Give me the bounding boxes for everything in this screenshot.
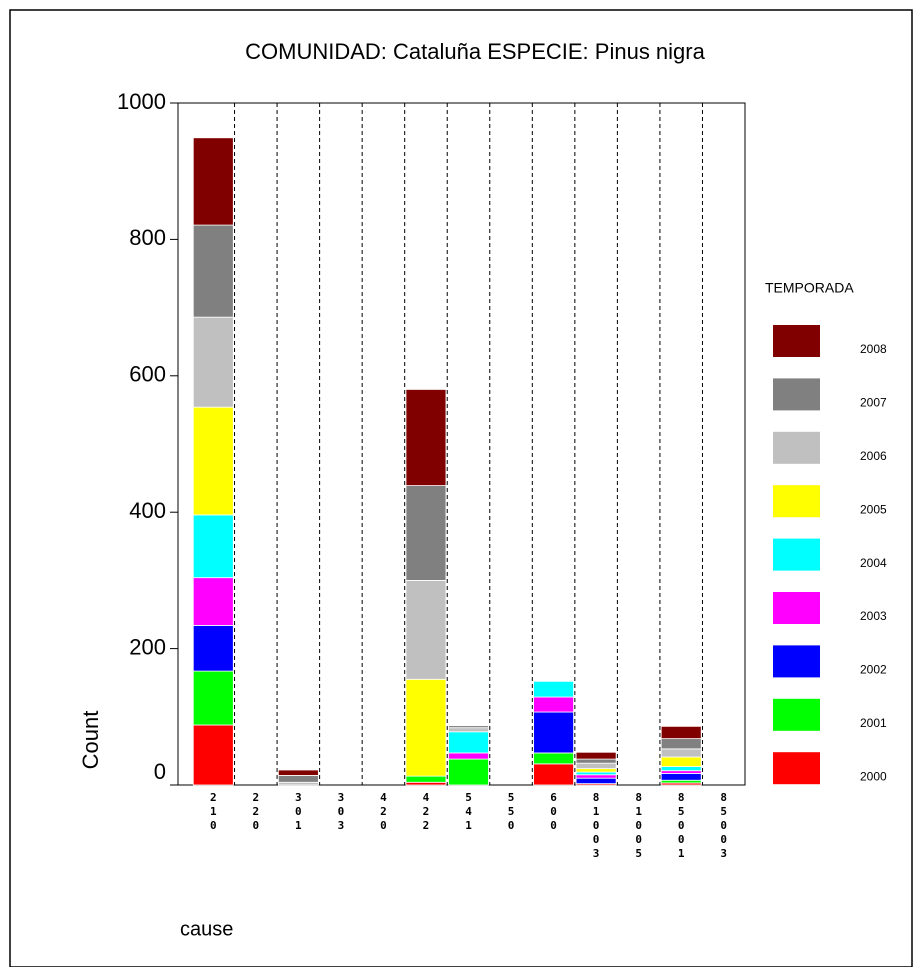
bar-segment xyxy=(192,137,234,226)
legend-swatch xyxy=(773,325,820,357)
bar-segment xyxy=(192,224,234,318)
bar-segment xyxy=(533,711,574,754)
bar-segment xyxy=(405,485,447,581)
bar-segment xyxy=(405,775,447,783)
y-tick-label: 0 xyxy=(154,759,166,784)
legend-label: 2001 xyxy=(860,716,887,730)
bar-segment xyxy=(660,756,702,767)
bar-segment xyxy=(192,670,234,726)
bar-segment xyxy=(575,768,617,773)
bar-segment xyxy=(405,678,447,777)
legend-label: 2007 xyxy=(860,396,887,410)
legend-title: TEMPORADA xyxy=(765,280,854,296)
bar-segment xyxy=(448,731,489,754)
x-axis-label: cause xyxy=(180,918,233,940)
legend-swatch xyxy=(773,485,820,518)
y-axis-label: Count xyxy=(78,711,103,770)
legend-label: 2003 xyxy=(860,609,887,623)
legend-swatch xyxy=(773,592,820,624)
bar-segment xyxy=(660,766,702,772)
bar-segment xyxy=(192,577,234,626)
y-tick-label: 800 xyxy=(129,225,166,250)
bar-segment xyxy=(192,514,234,579)
y-tick-label: 600 xyxy=(129,362,166,387)
bar-segment xyxy=(660,725,702,740)
bar-segment xyxy=(405,781,447,786)
bar-segment xyxy=(660,779,702,784)
bar-segment xyxy=(192,724,234,786)
bar-segment xyxy=(533,696,574,713)
plot-frame xyxy=(177,102,746,786)
bar-segment xyxy=(575,777,617,785)
legend-label: 2000 xyxy=(860,769,887,783)
legend-label: 2004 xyxy=(860,556,887,570)
border xyxy=(9,9,913,967)
bar-segment xyxy=(448,727,489,733)
bar-segment xyxy=(660,773,702,781)
legend-label: 2005 xyxy=(860,502,887,516)
bar-segment xyxy=(575,771,617,776)
bar-segment xyxy=(660,738,702,750)
bar-segment xyxy=(660,770,702,774)
bar-segment xyxy=(277,781,319,786)
bar-segment xyxy=(277,775,319,783)
bar-segment xyxy=(533,680,574,698)
bar-segment xyxy=(405,580,447,680)
bar-segment xyxy=(575,762,617,770)
chart-title: COMUNIDAD: Cataluña ESPECIE: Pinus nigra xyxy=(245,39,705,64)
bar-segment xyxy=(277,769,319,776)
legend-swatch xyxy=(773,752,820,785)
y-tick-label: 200 xyxy=(129,634,166,659)
bar-segment xyxy=(448,758,489,786)
bar-segment xyxy=(448,725,489,729)
legend-swatch xyxy=(773,538,820,571)
legend-label: 2006 xyxy=(860,449,887,463)
bar-segment xyxy=(575,774,617,779)
legend-label: 2008 xyxy=(860,342,887,356)
bar-segment xyxy=(192,625,234,672)
bar-segment xyxy=(192,406,234,516)
bar-segment xyxy=(533,763,574,786)
legend-swatch xyxy=(773,431,820,464)
bar-segment xyxy=(660,748,702,758)
legend-swatch xyxy=(773,378,820,411)
bar-segment xyxy=(575,758,617,764)
y-tick-label: 400 xyxy=(129,498,166,523)
bar-segment xyxy=(533,752,574,765)
bar-segment xyxy=(192,316,234,408)
bar-segment xyxy=(575,751,617,760)
bar-segment xyxy=(448,752,489,760)
legend-swatch xyxy=(773,645,820,678)
y-tick-label: 1000 xyxy=(117,89,166,114)
bar-segment xyxy=(405,389,447,487)
legend-swatch xyxy=(773,698,820,731)
legend-label: 2002 xyxy=(860,663,887,677)
